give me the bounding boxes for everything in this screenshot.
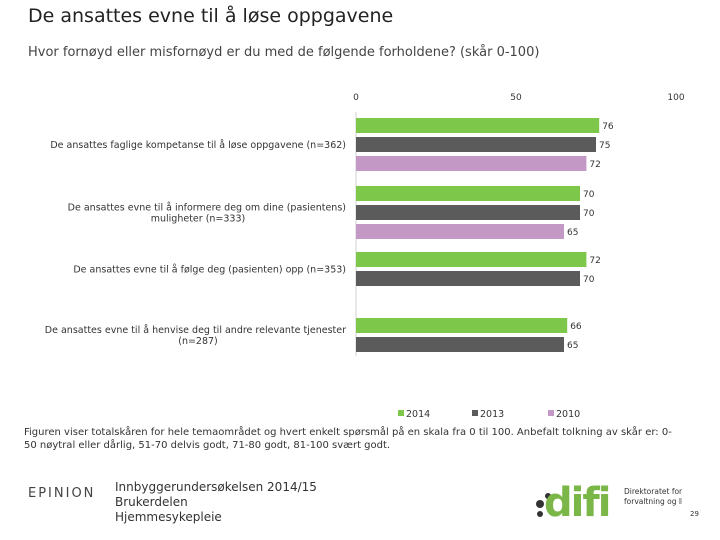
bar-2014 [356, 186, 580, 201]
x-tick-label: 100 [667, 93, 684, 103]
bar-chart: 0 50 100 De ansattes faglige kompetanse til… [45, 93, 685, 420]
x-tick-label: 50 [510, 93, 522, 103]
category-label: muligheter (n=333) [151, 214, 245, 225]
category-label: De ansattes evne til å følge deg (pasien… [73, 265, 346, 276]
category-label: De ansattes faglige kompetanse til å løs… [50, 140, 346, 151]
epinion-logo: EPINION [28, 486, 96, 501]
bar-2014 [356, 118, 600, 133]
subsection-name: Hjemmesykepleie [115, 510, 222, 524]
bar-2010 [356, 224, 564, 239]
data-label: 70 [583, 275, 595, 285]
bar-2010 [356, 156, 587, 171]
bar-2014 [356, 318, 568, 333]
question-text: Hvor fornøyd eller misfornøyd er du med … [28, 45, 540, 60]
bar-2013 [356, 337, 564, 352]
data-label: 76 [602, 122, 614, 132]
legend-label: 2010 [556, 409, 580, 420]
legend-label: 2014 [406, 409, 430, 420]
bar-2013 [356, 271, 580, 286]
data-label: 66 [570, 322, 582, 332]
difi-tagline-2: forvaltning og IKT [624, 497, 682, 506]
data-label: 75 [599, 141, 610, 151]
legend-swatch-2010 [548, 410, 554, 416]
data-label: 72 [589, 160, 600, 170]
difi-wordmark: difi [544, 480, 609, 524]
data-label: 70 [583, 190, 595, 200]
data-label: 72 [589, 256, 600, 266]
section-name: Brukerdelen [115, 495, 188, 509]
data-label: 65 [567, 341, 578, 351]
legend-swatch-2013 [472, 410, 478, 416]
survey-info: Innbyggerundersøkelsen 2014/15 Brukerdel… [115, 480, 317, 525]
page-title: De ansattes evne til å løse oppgavene [28, 5, 394, 27]
bar-2013 [356, 137, 596, 152]
legend-label: 2013 [480, 409, 504, 420]
x-tick-label: 0 [353, 93, 359, 103]
difi-logo: difi Direktoratet for forvaltning og IKT [536, 480, 682, 524]
data-label: 65 [567, 228, 578, 238]
bar-2014 [356, 252, 587, 267]
legend-swatch-2014 [398, 410, 404, 416]
page-number: 29 [690, 510, 699, 518]
data-label: 70 [583, 209, 595, 219]
category-label: De ansattes evne til å henvise deg til a… [45, 325, 346, 336]
difi-tagline-1: Direktoratet for [624, 487, 682, 496]
category-label: (n=287) [178, 336, 218, 347]
survey-title: Innbyggerundersøkelsen 2014/15 [115, 480, 317, 494]
category-label: De ansattes evne til å informere deg om … [68, 203, 346, 214]
footnote: Figuren viser totalskåren for hele temao… [24, 427, 672, 451]
bar-2013 [356, 205, 580, 220]
